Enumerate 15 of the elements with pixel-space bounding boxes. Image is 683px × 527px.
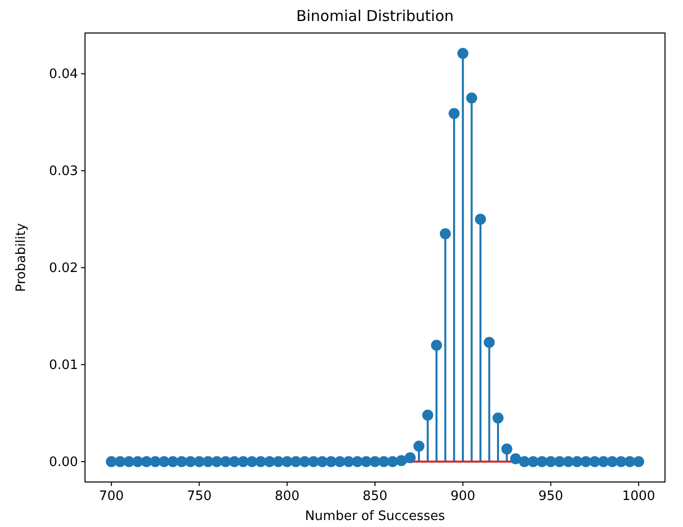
x-tick-label: 950: [538, 489, 564, 504]
y-axis-title: Probability: [14, 222, 29, 292]
y-tick-label: 0.04: [49, 67, 78, 82]
y-tick-label: 0.00: [49, 455, 78, 470]
y-tick-label: 0.01: [49, 358, 78, 374]
x-tick-label: 800: [274, 489, 300, 504]
chart-title: Binomial Distribution: [296, 7, 454, 25]
x-tick-label: 850: [362, 489, 388, 504]
y-tick-label: 0.02: [49, 261, 78, 276]
x-tick-label: 750: [186, 489, 212, 504]
y-tick-label: 0.03: [49, 164, 78, 180]
x-tick-label: 900: [450, 489, 476, 504]
x-tick-label: 700: [98, 489, 124, 504]
x-axis-title: Number of Successes: [304, 509, 446, 524]
x-tick-label: 1000: [622, 489, 656, 504]
